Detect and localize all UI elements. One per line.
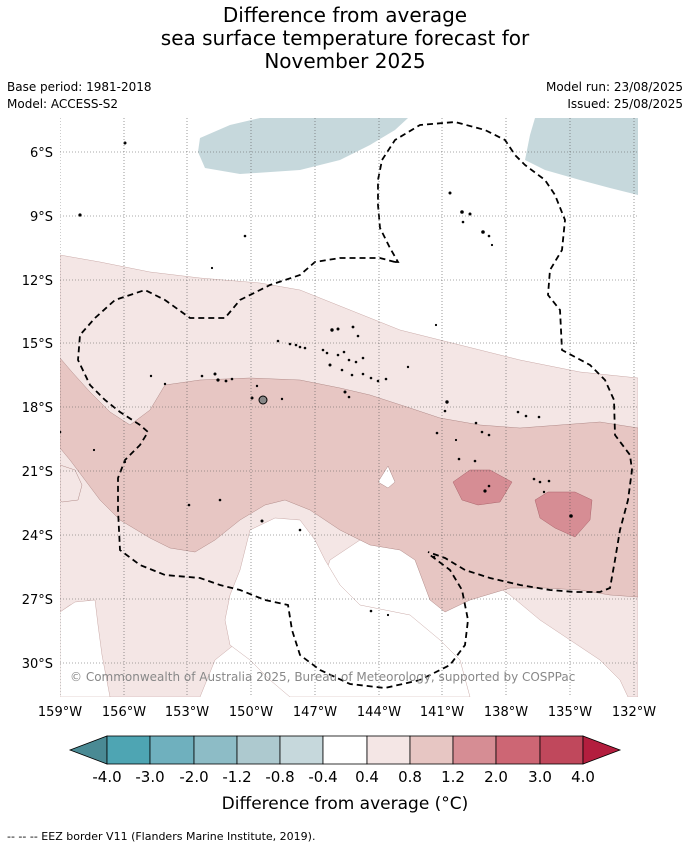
longitude-label: 147°W — [293, 705, 337, 720]
longitude-label: 132°W — [612, 705, 656, 720]
neutral-hole-south — [224, 517, 471, 697]
latitude-label: 12°S — [22, 274, 53, 289]
colorbar-swatch — [322, 735, 368, 765]
graticule — [60, 118, 638, 697]
title-line-1: Difference from average — [222, 3, 468, 27]
map-plot-area: © Commonwealth of Australia 2025, Bureau… — [60, 118, 638, 697]
longitude-label: 159°W — [38, 705, 82, 720]
longitude-label: 135°W — [548, 705, 592, 720]
meta-right: Model run: 23/08/2025 Issued: 25/08/2025 — [546, 79, 683, 113]
colorbar-tick-label: 4.0 — [571, 768, 595, 786]
colorbar-title: Difference from average (°C) — [221, 794, 469, 814]
anomaly-region-1.2-2.0-a — [452, 469, 513, 506]
longitude-labels: 159°W 156°W 153°W 150°W 147°W 144°W 141°W 138°W… — [38, 705, 656, 720]
latitude-label: 30°S — [22, 657, 53, 672]
colorbar-swatch — [279, 735, 324, 765]
latitude-label: 24°S — [22, 529, 53, 544]
model-run: Model run: 23/08/2025 — [545, 80, 683, 94]
issued-date: Issued: 25/08/2025 — [567, 97, 683, 111]
latitude-label: 27°S — [22, 593, 53, 608]
title-line-3: November 2025 — [264, 49, 426, 73]
colorbar-tick-label: -0.4 — [308, 768, 337, 786]
longitude-label: 144°W — [357, 705, 401, 720]
colorbar-swatch — [409, 735, 454, 765]
island-tahiti — [258, 395, 268, 405]
eez-legend-note: -- -- -- EEZ border V11 (Flanders Marine… — [7, 830, 316, 843]
colorbar-tick-label: -3.0 — [135, 768, 164, 786]
colorbar-extend-high — [582, 735, 622, 765]
anomaly-region-negative-north — [198, 118, 408, 174]
colorbar-tick-label: 1.2 — [441, 768, 465, 786]
colorbar-swatch — [452, 735, 497, 765]
colorbar: -4.0 -3.0 -2.0 -1.2 -0.8 -0.4 0.4 0.8 1.2 2.0 3.0 4… — [68, 735, 622, 786]
latitude-label: 18°S — [22, 401, 53, 416]
longitude-label: 156°W — [102, 705, 146, 720]
colorbar-tick-label: 0.4 — [355, 768, 379, 786]
colorbar-swatch — [366, 735, 411, 765]
island-markers — [60, 141, 573, 617]
eez-border-west — [77, 257, 469, 689]
latitude-label: 9°S — [30, 210, 53, 225]
colorbar-tick-label: 0.8 — [398, 768, 422, 786]
latitude-label: 21°S — [22, 465, 53, 480]
colorbar-swatch — [539, 735, 584, 765]
neutral-notch — [377, 465, 396, 489]
map-title: Difference from average sea surface temp… — [0, 4, 690, 73]
colorbar-swatch — [495, 735, 541, 765]
meta-left: Base period: 1981-2018 Model: ACCESS-S2 — [7, 79, 152, 113]
model-name: Model: ACCESS-S2 — [7, 97, 119, 111]
colorbar-tick-label: -2.0 — [179, 768, 208, 786]
latitude-labels: 6°S 9°S 12°S 15°S 18°S 21°S 24°S 27°S 30°S — [22, 146, 53, 672]
eez-border-east — [377, 121, 633, 593]
colorbar-swatch — [106, 735, 151, 765]
colorbar-tick-label: -0.8 — [265, 768, 294, 786]
anomaly-inset-west — [60, 464, 83, 503]
colorbar-swatch — [236, 735, 281, 765]
longitude-label: 150°W — [229, 705, 273, 720]
colorbar-tick-label: -1.2 — [222, 768, 251, 786]
longitude-label: 141°W — [420, 705, 464, 720]
copyright-notice: © Commonwealth of Australia 2025, Bureau… — [70, 670, 575, 684]
neutral-hole-southwest — [60, 599, 111, 697]
anomaly-region-1.2-2.0-b — [534, 491, 593, 538]
colorbar-swatch — [193, 735, 238, 765]
longitude-label: 138°W — [484, 705, 528, 720]
latitude-label: 15°S — [22, 337, 53, 352]
colorbar-extend-low — [68, 735, 108, 765]
colorbar-swatch — [149, 735, 195, 765]
anomaly-region-negative-northeast — [525, 118, 638, 195]
base-period: Base period: 1981-2018 — [7, 80, 152, 94]
colorbar-tick-label: 2.0 — [484, 768, 508, 786]
latitude-label: 6°S — [30, 146, 53, 161]
colorbar-tick-label: 3.0 — [528, 768, 552, 786]
title-line-2: sea surface temperature forecast for — [160, 26, 530, 50]
longitude-label: 153°W — [165, 705, 209, 720]
colorbar-tick-label: -4.0 — [92, 768, 121, 786]
